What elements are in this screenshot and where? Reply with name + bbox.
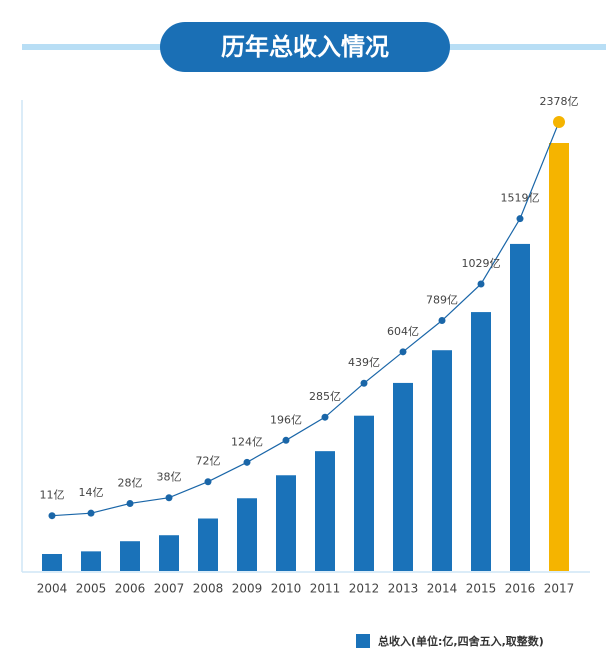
x-tick-label: 2016 bbox=[505, 582, 536, 596]
x-tick-label: 2013 bbox=[388, 582, 419, 596]
point bbox=[399, 348, 407, 356]
value-label: 2378亿 bbox=[540, 95, 579, 108]
point bbox=[553, 116, 565, 128]
bar bbox=[120, 541, 140, 571]
point bbox=[438, 317, 446, 325]
value-label: 72亿 bbox=[196, 455, 221, 468]
value-label: 439亿 bbox=[348, 356, 380, 369]
x-tick-label: 2007 bbox=[154, 582, 185, 596]
point bbox=[282, 436, 290, 444]
point bbox=[321, 413, 329, 421]
bar bbox=[237, 498, 257, 571]
bar bbox=[510, 243, 530, 572]
bar bbox=[198, 518, 218, 571]
bar bbox=[315, 451, 335, 571]
bar bbox=[471, 312, 491, 571]
bar bbox=[432, 350, 452, 571]
bar bbox=[549, 143, 569, 571]
point bbox=[87, 509, 95, 517]
value-label: 285亿 bbox=[309, 390, 341, 403]
bar bbox=[276, 475, 296, 571]
bar bbox=[354, 415, 374, 571]
trend-line bbox=[51, 121, 560, 517]
x-tick-label: 2005 bbox=[76, 582, 107, 596]
point bbox=[243, 458, 251, 466]
bar bbox=[42, 553, 62, 571]
x-tick-label: 2006 bbox=[115, 582, 146, 596]
x-tick-label: 2017 bbox=[544, 582, 575, 596]
value-label: 604亿 bbox=[387, 325, 419, 338]
x-tick-label: 2014 bbox=[427, 582, 458, 596]
x-tick-label: 2010 bbox=[271, 582, 302, 596]
value-label: 1519亿 bbox=[501, 192, 540, 205]
value-label: 28亿 bbox=[118, 476, 143, 489]
x-tick-label: 2011 bbox=[310, 582, 341, 596]
legend-label: 总收入(单位:亿,四舍五入,取整数) bbox=[378, 634, 544, 648]
bar bbox=[81, 551, 101, 571]
point bbox=[360, 379, 368, 387]
point bbox=[48, 512, 56, 520]
x-tick-label: 2015 bbox=[466, 582, 497, 596]
bar bbox=[393, 382, 413, 571]
value-label: 14亿 bbox=[79, 486, 104, 499]
point bbox=[516, 215, 524, 223]
point bbox=[126, 499, 134, 507]
value-label: 38亿 bbox=[157, 471, 182, 484]
legend-swatch bbox=[356, 634, 370, 648]
x-tick-label: 2009 bbox=[232, 582, 263, 596]
point bbox=[204, 478, 212, 486]
x-tick-label: 2012 bbox=[349, 582, 380, 596]
value-label: 789亿 bbox=[426, 294, 458, 307]
x-tick-label: 2008 bbox=[193, 582, 224, 596]
value-label: 11亿 bbox=[40, 489, 65, 502]
value-label: 1029亿 bbox=[462, 257, 501, 270]
value-label: 124亿 bbox=[231, 435, 263, 448]
title-pill bbox=[160, 22, 450, 72]
point bbox=[477, 280, 485, 288]
point bbox=[165, 494, 173, 502]
chart-title: 历年总收入情况 bbox=[221, 33, 389, 61]
value-label: 196亿 bbox=[270, 413, 302, 426]
bar bbox=[159, 535, 179, 571]
x-tick-label: 2004 bbox=[37, 582, 68, 596]
